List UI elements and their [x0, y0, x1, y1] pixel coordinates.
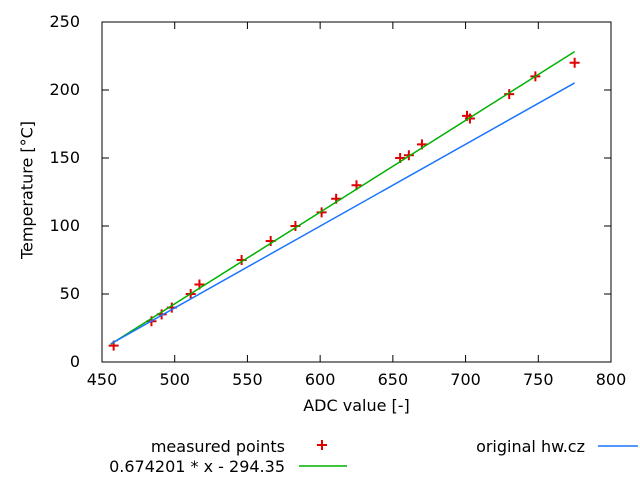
y-tick-label: 250 — [49, 12, 80, 31]
y-tick-label: 150 — [49, 148, 80, 167]
x-axis-label: ADC value [-] — [303, 396, 410, 415]
legend-plus-icon — [317, 440, 327, 450]
x-tick-label: 650 — [378, 370, 409, 389]
data-point-plus-icon — [504, 89, 515, 100]
data-point-plus-icon — [403, 150, 414, 161]
x-tick-label: 600 — [305, 370, 336, 389]
series-line-original-hw-cz — [110, 82, 576, 345]
y-tick-label: 200 — [49, 80, 80, 99]
x-tick-label: 500 — [159, 370, 190, 389]
legend-label-fit-formula: 0.674201 * x - 294.35 — [109, 457, 285, 476]
y-axis-label: Temperature [°C] — [17, 120, 37, 260]
y-tick-label: 100 — [49, 216, 80, 235]
y-tick-label: 50 — [60, 284, 80, 303]
legend-label-measured-points: measured points — [150, 437, 285, 456]
x-tick-label: 450 — [87, 370, 118, 389]
series-line-0-674201-x-294-35 — [110, 51, 576, 345]
data-point-plus-icon — [316, 207, 327, 218]
plot-border — [101, 21, 612, 363]
y-tick-label: 0 — [70, 352, 80, 371]
x-tick-label: 700 — [450, 370, 481, 389]
legend-label-original-hwcz: original hw.cz — [476, 437, 585, 456]
x-tick-label: 750 — [523, 370, 554, 389]
x-tick-label: 800 — [596, 370, 627, 389]
data-point-plus-icon — [569, 57, 580, 68]
x-tick-label: 550 — [232, 370, 263, 389]
